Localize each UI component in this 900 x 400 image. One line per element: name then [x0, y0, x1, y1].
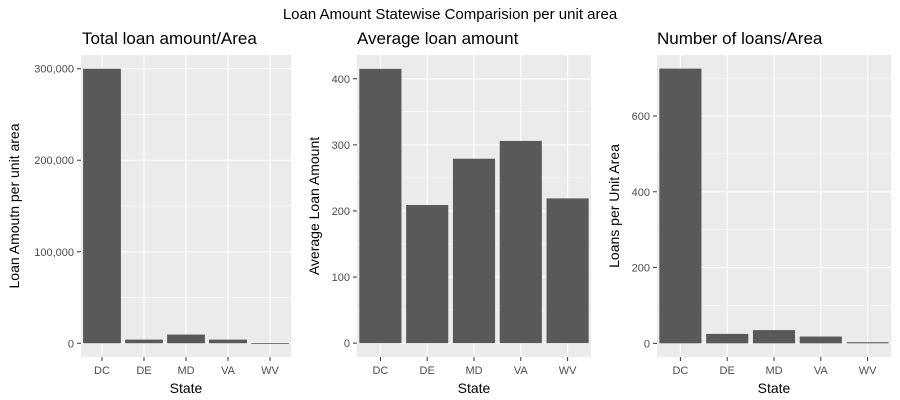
x-tick-label: VA — [814, 365, 829, 377]
bar-dc — [359, 68, 402, 344]
chart-panel-1: 0 100,000 200,000 300,000 DC DE MD VA WV Total lo… — [6, 29, 291, 396]
x-tick-label: DC — [94, 365, 110, 377]
x-tick-label: WV — [261, 365, 279, 377]
y-tick-label: 200,000 — [34, 155, 74, 167]
bar-va — [799, 336, 842, 344]
x-tick-label: VA — [221, 365, 236, 377]
x-tick-label: MD — [177, 365, 194, 377]
x-tick-label: DE — [136, 365, 151, 377]
y-tick-label: 100 — [332, 272, 350, 284]
y-tick-label: 200 — [632, 263, 650, 275]
bar-md — [752, 330, 796, 344]
bar-va — [209, 339, 247, 344]
y-axis-title: Loans per Unit Area — [606, 144, 622, 268]
bar-va — [499, 140, 542, 344]
y-tick-label: 0 — [644, 338, 650, 350]
x-axis-title: State — [170, 380, 203, 396]
y-tick-label: 0 — [68, 338, 74, 350]
chart-panel-3: 0 200 400 600 DC DE MD VA WV Number of loans/Area… — [606, 29, 891, 396]
y-tick-label: 300 — [332, 140, 350, 152]
x-tick-label: MD — [465, 365, 482, 377]
x-axis-title: State — [758, 380, 791, 396]
bar-dc — [659, 68, 702, 344]
y-axis-title: Loan Amoutn per unit area — [6, 123, 22, 288]
panel-title: Total loan amount/Area — [82, 29, 257, 48]
bar-dc — [83, 68, 121, 344]
y-axis-title: Average Loan Amount — [306, 137, 322, 275]
chart-panel-2: 0 100 200 300 400 DC DE MD VA WV Average loan amou… — [306, 29, 591, 396]
bar-md — [452, 158, 496, 344]
y-tick-label: 400 — [332, 74, 350, 86]
bar-de — [125, 339, 163, 344]
bar-de — [706, 333, 749, 344]
bar-wv — [846, 342, 889, 344]
bar-de — [406, 205, 449, 344]
bar-wv — [251, 343, 289, 344]
x-tick-label: DE — [420, 365, 435, 377]
y-tick-label: 600 — [632, 111, 650, 123]
y-tick-label: 200 — [332, 206, 350, 218]
bar-md — [167, 334, 205, 344]
panel-title: Average loan amount — [357, 29, 519, 48]
x-tick-label: MD — [765, 365, 782, 377]
x-tick-label: DC — [372, 365, 388, 377]
y-tick-label: 0 — [344, 338, 350, 350]
bar-wv — [546, 198, 589, 344]
x-tick-label: DC — [672, 365, 688, 377]
y-tick-label: 400 — [632, 187, 650, 199]
panel-title: Number of loans/Area — [657, 29, 823, 48]
x-tick-label: WV — [559, 365, 577, 377]
y-tick-label: 300,000 — [34, 64, 74, 76]
y-tick-label: 100,000 — [34, 247, 74, 259]
x-tick-label: VA — [514, 365, 529, 377]
x-tick-label: DE — [720, 365, 735, 377]
figure-title: Loan Amount Statewise Comparision per un… — [283, 6, 618, 23]
x-axis-title: State — [458, 380, 491, 396]
x-tick-label: WV — [859, 365, 877, 377]
